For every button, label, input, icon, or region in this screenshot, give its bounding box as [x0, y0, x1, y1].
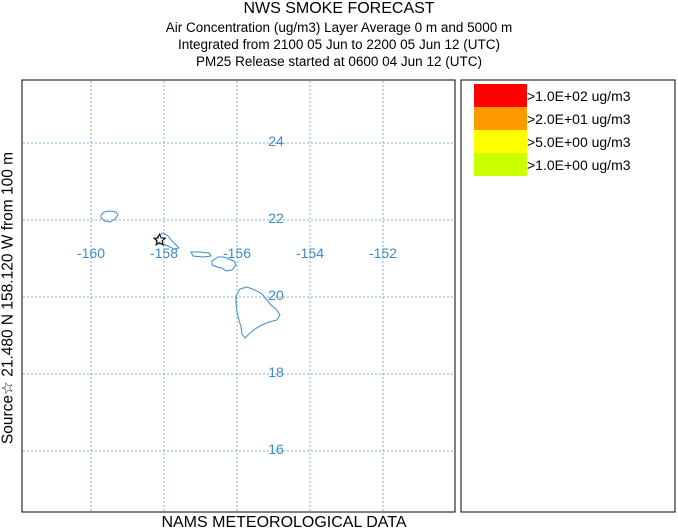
map-frame [21, 79, 456, 513]
concentration-subtitle: Air Concentration (ug/m3) Layer Average … [165, 20, 513, 35]
latitude-label: 16 [268, 441, 284, 457]
longitude-label: -156 [223, 245, 251, 261]
legend-swatch [474, 107, 527, 130]
hawaii-coastlines [100, 210, 281, 339]
longitude-label: -152 [369, 245, 397, 261]
latitude-label: 18 [268, 364, 284, 380]
legend-label: >5.0E+00 ug/m3 [527, 134, 631, 150]
forecast-title: NWS SMOKE FORECAST [243, 0, 435, 17]
longitude-label: -160 [77, 245, 105, 261]
legend-label: >1.0E+00 ug/m3 [527, 157, 631, 173]
legend-swatch [474, 153, 527, 176]
island-molokai [190, 251, 212, 258]
graticule: -160 -158 -156 -154 -152 24 22 20 18 16 [23, 81, 454, 511]
legend-label: >1.0E+02 ug/m3 [527, 88, 631, 104]
longitude-label: -158 [150, 245, 178, 261]
island-niihau [100, 210, 119, 223]
legend-frame [460, 79, 676, 513]
release-info: PM25 Release started at 0600 04 Jun 12 (… [196, 54, 482, 69]
island-hawaii [235, 286, 281, 339]
integration-period: Integrated from 2100 05 Jun to 2200 05 J… [178, 37, 500, 52]
legend-swatch [474, 84, 527, 107]
source-star-shape [152, 232, 167, 247]
legend-swatch [474, 130, 527, 153]
met-data-label: NAMS METEOROLOGICAL DATA [161, 514, 407, 531]
legend: >1.0E+02 ug/m3 >2.0E+01 ug/m3 >5.0E+00 ug/… [474, 84, 631, 176]
latitude-label: 22 [268, 210, 284, 226]
source-star-icon [152, 232, 167, 247]
island-maui [211, 256, 237, 272]
legend-label: >2.0E+01 ug/m3 [527, 111, 631, 127]
latitude-label: 24 [268, 133, 284, 149]
latitude-label: 20 [268, 287, 284, 303]
source-location-label: Source☆ 21.480 N 158.120 W from 100 m [0, 151, 17, 445]
longitude-label: -154 [296, 245, 324, 261]
